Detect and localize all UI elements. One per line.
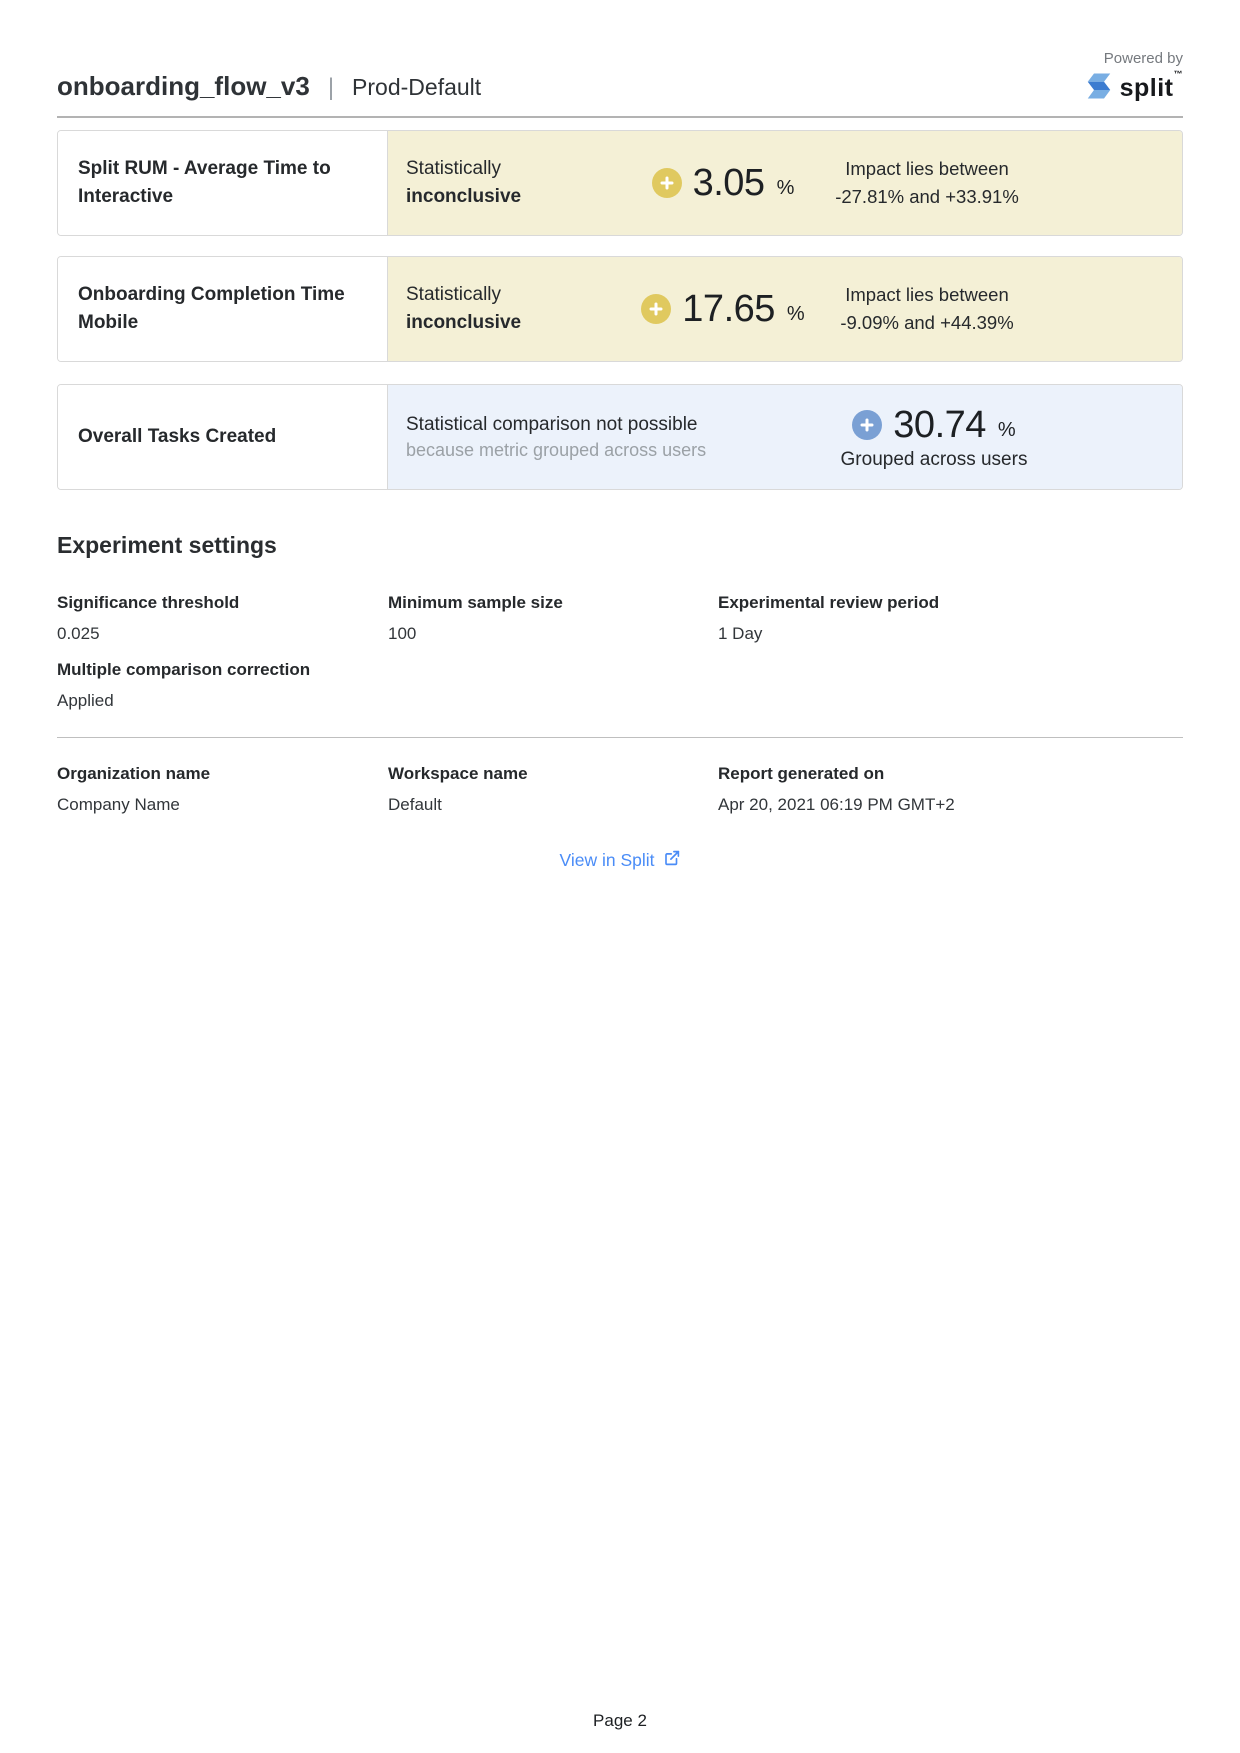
metric-status-line2: because metric grouped across users — [406, 439, 707, 460]
impact-line2: -27.81% and +33.91% — [835, 186, 1019, 207]
view-in-split-link[interactable]: View in Split — [559, 849, 680, 872]
field-value: Applied — [57, 691, 114, 710]
report-titles: onboarding_flow_v3 | Prod-Default — [57, 71, 481, 102]
metric-value: 3.05 — [692, 161, 765, 204]
powered-by-label: Powered by — [1103, 50, 1183, 67]
settings-grid-row2: Multiple comparison correction Applied — [57, 660, 1183, 711]
settings-field: Significance threshold 0.025 — [57, 593, 388, 644]
metric-value-block: 30.74 % Grouped across users — [836, 404, 1032, 471]
settings-field: Multiple comparison correction Applied — [57, 660, 388, 711]
field-label: Significance threshold — [57, 593, 240, 612]
split-logo: split™ — [1084, 68, 1183, 106]
field-label: Organization name — [57, 764, 211, 783]
split-wordmark: split™ — [1119, 68, 1183, 102]
experiment-name: onboarding_flow_v3 — [57, 71, 310, 101]
section-title-experiment-settings: Experiment settings — [57, 532, 277, 558]
field-value: 100 — [388, 624, 417, 643]
external-link-icon — [663, 849, 681, 872]
metric-result-cell: Statistically inconclusive 17.65 % Impac… — [388, 257, 1182, 361]
metric-title-cell: Split RUM - Average Time to Interactive — [58, 131, 388, 235]
metric-impact: Impact lies between -27.81% and +33.91% — [822, 155, 1032, 211]
metric-value-block: 3.05 % — [624, 162, 822, 205]
field-label: Workspace name — [388, 764, 528, 783]
report-info-grid: Organization name Company Name Workspace… — [57, 764, 1183, 815]
metric-status-line2: inconclusive — [406, 186, 522, 207]
metric-unit: % — [997, 418, 1016, 441]
report-header: onboarding_flow_v3 | Prod-Default Powere… — [57, 0, 1183, 118]
impact-line1: Impact lies between — [845, 158, 1009, 180]
report-page: onboarding_flow_v3 | Prod-Default Powere… — [0, 0, 1240, 872]
metric-card: Onboarding Completion Time Mobile Statis… — [57, 256, 1183, 362]
metric-unit: % — [776, 176, 795, 199]
metric-value-caption: Grouped across users — [840, 448, 1028, 470]
plus-circle-icon — [641, 294, 672, 324]
settings-field: Minimum sample size 100 — [388, 593, 718, 644]
info-field: Organization name Company Name — [57, 764, 388, 815]
field-label: Experimental review period — [718, 593, 940, 612]
metric-value: 30.74 — [893, 403, 986, 446]
metric-title-cell: Onboarding Completion Time Mobile — [58, 257, 388, 361]
settings-field: Experimental review period 1 Day — [718, 593, 1183, 644]
metric-status: Statistically inconclusive — [406, 155, 624, 212]
metric-value: 17.65 — [682, 287, 775, 330]
title-separator: | — [327, 74, 335, 101]
brand-block: Powered by split™ — [1084, 50, 1183, 106]
metric-name: Onboarding Completion Time Mobile — [78, 284, 345, 333]
page-number: Page 2 — [593, 1711, 647, 1730]
metric-value-block: 17.65 % — [624, 288, 822, 331]
metric-card: Split RUM - Average Time to Interactive … — [57, 130, 1183, 236]
field-label: Report generated on — [718, 764, 885, 783]
field-value: Company Name — [57, 795, 180, 814]
metric-status-line2: inconclusive — [406, 312, 522, 333]
field-value: Apr 20, 2021 06:19 PM GMT+2 — [718, 795, 955, 814]
metric-unit: % — [786, 302, 805, 325]
view-in-split-label: View in Split — [559, 850, 655, 870]
field-label: Multiple comparison correction — [57, 660, 311, 679]
metric-status-line1: Statistically — [406, 283, 502, 305]
metric-name: Overall Tasks Created — [78, 426, 277, 448]
metric-card: Overall Tasks Created Statistical compar… — [57, 384, 1183, 490]
metric-impact: Impact lies between -9.09% and +44.39% — [822, 281, 1032, 337]
field-value: Default — [388, 795, 442, 814]
metric-title-cell: Overall Tasks Created — [58, 385, 388, 489]
info-field: Report generated on Apr 20, 2021 06:19 P… — [718, 764, 1183, 815]
metric-result-cell: Statistical comparison not possible beca… — [388, 385, 1182, 489]
link-row: View in Split — [57, 849, 1183, 872]
metric-status: Statistically inconclusive — [406, 281, 624, 338]
field-value: 1 Day — [718, 624, 763, 643]
field-label: Minimum sample size — [388, 593, 563, 612]
impact-line1: Impact lies between — [845, 284, 1009, 306]
environment-name: Prod-Default — [352, 74, 482, 100]
settings-grid-row1: Significance threshold 0.025 Minimum sam… — [57, 593, 1183, 644]
section-divider — [57, 737, 1183, 738]
field-value: 0.025 — [57, 624, 100, 643]
trademark-mark: ™ — [1173, 68, 1183, 79]
plus-circle-icon — [651, 168, 682, 198]
metric-result-cell: Statistically inconclusive 3.05 % Impact… — [388, 131, 1182, 235]
info-field: Workspace name Default — [388, 764, 718, 815]
metric-status-line1: Statistically — [406, 157, 502, 179]
impact-line2: -9.09% and +44.39% — [840, 312, 1014, 333]
metric-name: Split RUM - Average Time to Interactive — [78, 158, 331, 207]
plus-circle-icon — [852, 410, 883, 440]
split-logo-icon — [1084, 71, 1114, 106]
metric-status: Statistical comparison not possible beca… — [406, 414, 836, 461]
metric-status-line1: Statistical comparison not possible — [406, 413, 698, 435]
